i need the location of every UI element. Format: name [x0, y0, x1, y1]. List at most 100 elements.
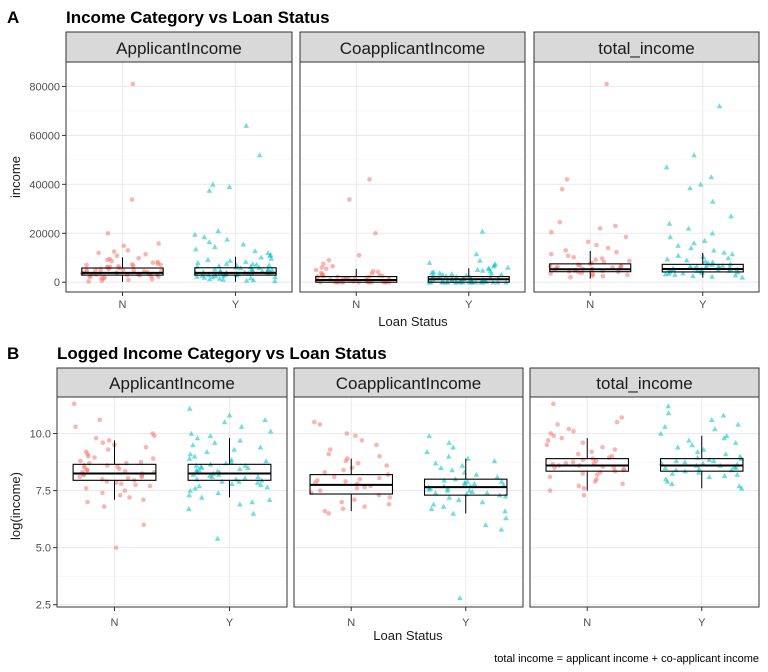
data-point-n	[150, 260, 156, 265]
data-point-n	[73, 424, 78, 430]
data-point-n	[611, 465, 617, 471]
data-point-y	[465, 455, 471, 461]
data-point-n	[585, 239, 591, 245]
data-point-n	[321, 261, 326, 267]
data-point-y	[187, 451, 194, 457]
data-point-n	[355, 460, 361, 466]
data-point-y	[194, 435, 201, 441]
y-tick-label: 80000	[29, 81, 60, 93]
x-tick-label: Y	[465, 299, 473, 311]
data-point-y	[691, 152, 697, 158]
panel-background	[294, 397, 523, 607]
data-point-y	[186, 455, 193, 461]
data-point-y	[494, 474, 501, 480]
panel-background	[534, 62, 759, 292]
data-point-y	[688, 245, 694, 251]
data-point-y	[725, 255, 732, 261]
data-point-y	[216, 275, 223, 281]
data-point-y	[245, 465, 251, 470]
x-tick-label: N	[111, 617, 119, 629]
data-point-n	[613, 223, 618, 229]
x-tick-label: N	[347, 617, 355, 629]
data-point-y	[196, 483, 202, 489]
data-point-n	[353, 433, 358, 439]
data-point-y	[682, 459, 688, 465]
data-point-y	[502, 508, 508, 514]
data-point-y	[231, 446, 237, 452]
data-point-n	[557, 220, 563, 225]
data-point-n	[341, 467, 346, 473]
y-tick-label: 0	[54, 277, 60, 289]
facet-strip	[533, 31, 760, 63]
panel-tag-a: A	[7, 8, 19, 27]
data-point-y	[272, 274, 278, 280]
data-point-y	[479, 228, 486, 234]
data-point-n	[130, 81, 136, 87]
data-point-y	[187, 487, 193, 493]
y-tick-label: 7.5	[36, 486, 51, 498]
panel-background	[530, 397, 759, 607]
data-point-y	[186, 492, 192, 498]
data-point-n	[369, 271, 375, 276]
data-point-y	[658, 430, 664, 436]
data-point-n	[564, 177, 570, 182]
data-point-y	[666, 270, 672, 276]
data-point-n	[352, 497, 357, 503]
data-point-n	[604, 81, 609, 87]
data-point-y	[694, 449, 701, 454]
data-point-y	[195, 259, 201, 265]
data-point-y	[502, 493, 509, 499]
facet-strip	[65, 31, 293, 63]
data-point-y	[226, 412, 233, 418]
data-point-y	[437, 270, 443, 276]
data-point-y	[446, 494, 453, 500]
data-point-n	[559, 435, 564, 441]
data-point-y	[680, 270, 686, 276]
data-point-y	[201, 274, 208, 280]
data-point-y	[739, 274, 746, 280]
data-point-y	[212, 439, 218, 445]
data-point-n	[141, 522, 146, 528]
data-point-y	[709, 230, 716, 236]
data-point-n	[565, 253, 571, 259]
data-point-y	[258, 482, 264, 488]
data-point-n	[374, 442, 379, 448]
data-point-n	[575, 451, 581, 457]
data-point-y	[695, 469, 702, 475]
data-point-y	[267, 428, 274, 434]
data-point-n	[623, 234, 629, 240]
data-point-y	[721, 435, 727, 441]
data-point-y	[264, 484, 271, 490]
data-point-n	[122, 468, 128, 474]
data-point-n	[149, 277, 155, 282]
data-point-y	[663, 164, 670, 170]
data-point-y	[223, 260, 230, 266]
data-point-y	[667, 234, 674, 240]
data-point-y	[265, 266, 272, 272]
data-point-n	[158, 262, 163, 268]
data-point-y	[461, 480, 468, 486]
data-point-n	[354, 486, 360, 491]
data-point-n	[138, 459, 144, 465]
data-point-y	[430, 501, 437, 507]
box-iqr	[549, 263, 632, 273]
data-point-n	[594, 242, 599, 248]
data-point-n	[86, 454, 91, 459]
data-point-n	[84, 262, 89, 268]
data-point-n	[100, 440, 106, 446]
data-point-n	[612, 447, 618, 452]
data-point-y	[479, 499, 486, 505]
data-point-n	[563, 460, 569, 466]
panel-border	[299, 61, 526, 293]
data-point-n	[356, 253, 362, 258]
data-point-n	[156, 241, 161, 246]
data-point-y	[738, 485, 745, 491]
data-point-y	[252, 248, 258, 254]
panel-border	[529, 396, 760, 608]
data-point-y	[243, 258, 249, 264]
facet-applicantincome: ApplicantIncome N Y	[65, 31, 293, 311]
data-point-y	[426, 433, 432, 438]
x-tick-label: N	[119, 299, 127, 311]
chart-a-xlabel: Loan Status	[378, 314, 448, 329]
data-point-y	[720, 412, 727, 418]
